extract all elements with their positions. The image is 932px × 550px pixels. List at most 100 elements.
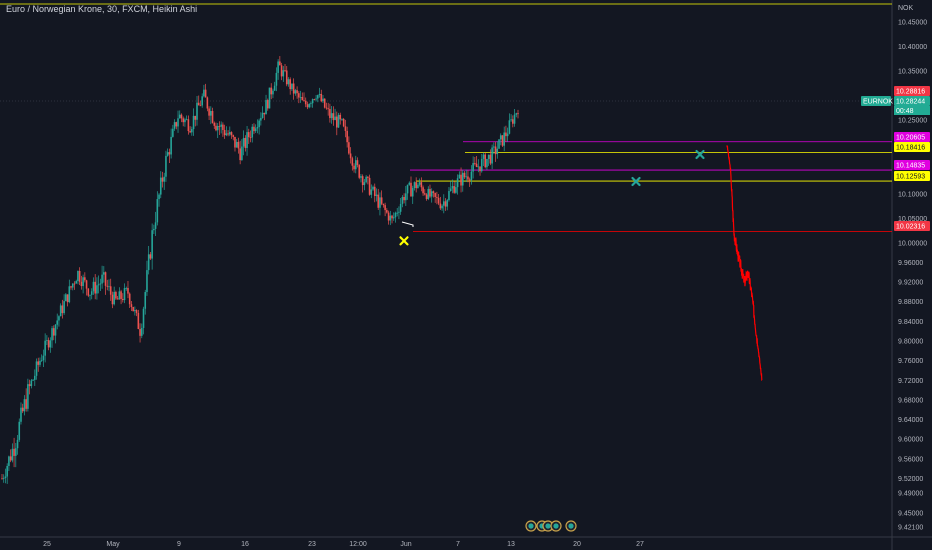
price-badge: 10.28244: [894, 96, 930, 106]
candle-body: [163, 176, 166, 182]
candle-body: [301, 97, 304, 101]
candle-body: [194, 115, 197, 120]
candle-body: [296, 90, 298, 94]
candle-body: [108, 286, 110, 288]
candle-body: [437, 197, 440, 204]
candle-body: [348, 142, 350, 154]
candle-body: [208, 108, 210, 116]
candle-body: [261, 112, 264, 118]
candle-body: [387, 212, 390, 221]
candle-body: [329, 108, 331, 119]
candle-body: [346, 130, 348, 143]
event-icon-4[interactable]: [550, 520, 562, 532]
candle-body: [451, 186, 454, 189]
candle-body: [104, 272, 107, 286]
currency-label: NOK: [898, 5, 914, 12]
candle-body: [318, 93, 321, 96]
candle-body: [232, 135, 235, 137]
event-icon-1[interactable]: [525, 520, 537, 532]
candle-body: [503, 132, 505, 146]
candle-body: [222, 124, 224, 130]
candle-body: [358, 165, 361, 178]
candle-body: [35, 361, 38, 376]
price-tick-label: 10.10000: [898, 191, 927, 198]
time-tick-label: May: [106, 541, 120, 548]
event-icon-5[interactable]: [565, 520, 577, 532]
price-tick-label: 10.35000: [898, 69, 927, 76]
candle-body: [413, 182, 416, 188]
candle-body: [135, 310, 138, 313]
candle-body: [59, 305, 62, 317]
cross-marker-icon[interactable]: [631, 176, 641, 187]
candle-body: [510, 119, 512, 121]
candle-body: [227, 133, 229, 135]
candle-body: [196, 102, 198, 120]
candle-body: [425, 194, 428, 200]
candle-body: [153, 228, 155, 231]
candle-body: [446, 200, 449, 207]
candle-body: [96, 285, 98, 294]
price-tick-label: 10.40000: [898, 44, 927, 51]
svg-text:10.20605: 10.20605: [896, 135, 925, 142]
cross-marker-icon[interactable]: [695, 149, 705, 160]
candle-body: [82, 277, 84, 287]
candle-body: [89, 294, 91, 296]
candle-body: [380, 197, 383, 204]
candle-body: [132, 306, 134, 312]
candle-body: [341, 119, 343, 120]
candle-body: [20, 407, 22, 422]
candle-body: [315, 98, 317, 100]
candle-body: [13, 448, 15, 456]
candle-body: [37, 361, 40, 365]
price-tick-label: 9.84000: [898, 319, 923, 326]
svg-text:10.14835: 10.14835: [896, 163, 925, 170]
candle-body: [335, 116, 338, 128]
candle-body: [463, 172, 466, 178]
candle-body: [394, 212, 397, 218]
candle-body: [354, 160, 357, 170]
candle-body: [251, 126, 254, 138]
candle-body: [120, 291, 122, 299]
candle-body: [23, 399, 26, 412]
candle-body: [159, 177, 162, 195]
price-badge: 10.02316: [894, 221, 930, 231]
candle-body: [54, 324, 57, 336]
candle-body: [30, 380, 33, 387]
candle-body: [218, 125, 221, 127]
candle-body: [284, 70, 286, 72]
candle-body: [289, 79, 292, 90]
candle-body: [52, 328, 55, 336]
candle-body: [506, 133, 509, 137]
candle-body: [185, 119, 188, 121]
candle-body: [6, 465, 8, 477]
candle-body: [182, 118, 185, 123]
candles: [1, 56, 519, 484]
candle-body: [178, 114, 181, 119]
cross-marker-icon[interactable]: [399, 236, 409, 246]
candle-body: [275, 72, 278, 86]
time-tick-label: 23: [308, 541, 316, 548]
candle-body: [317, 95, 319, 99]
candle-body: [475, 163, 478, 168]
candle-body: [486, 158, 488, 168]
candle-body: [123, 288, 126, 301]
candle-body: [391, 215, 393, 219]
candle-body: [106, 285, 109, 287]
candle-body: [101, 274, 103, 284]
candle-body: [158, 194, 160, 200]
candle-body: [213, 122, 216, 126]
candle-body: [220, 124, 222, 127]
candle-body: [161, 177, 164, 182]
candle-body: [116, 298, 119, 300]
price-tick-label: 10.00000: [898, 240, 927, 247]
candle-body: [368, 177, 371, 195]
svg-text:10.28244: 10.28244: [896, 99, 925, 106]
candle-body: [39, 360, 41, 365]
candle-body: [235, 141, 238, 148]
candle-body: [68, 286, 71, 303]
candle-body: [496, 148, 499, 155]
candle-body: [282, 70, 285, 77]
candle-body: [237, 141, 240, 149]
